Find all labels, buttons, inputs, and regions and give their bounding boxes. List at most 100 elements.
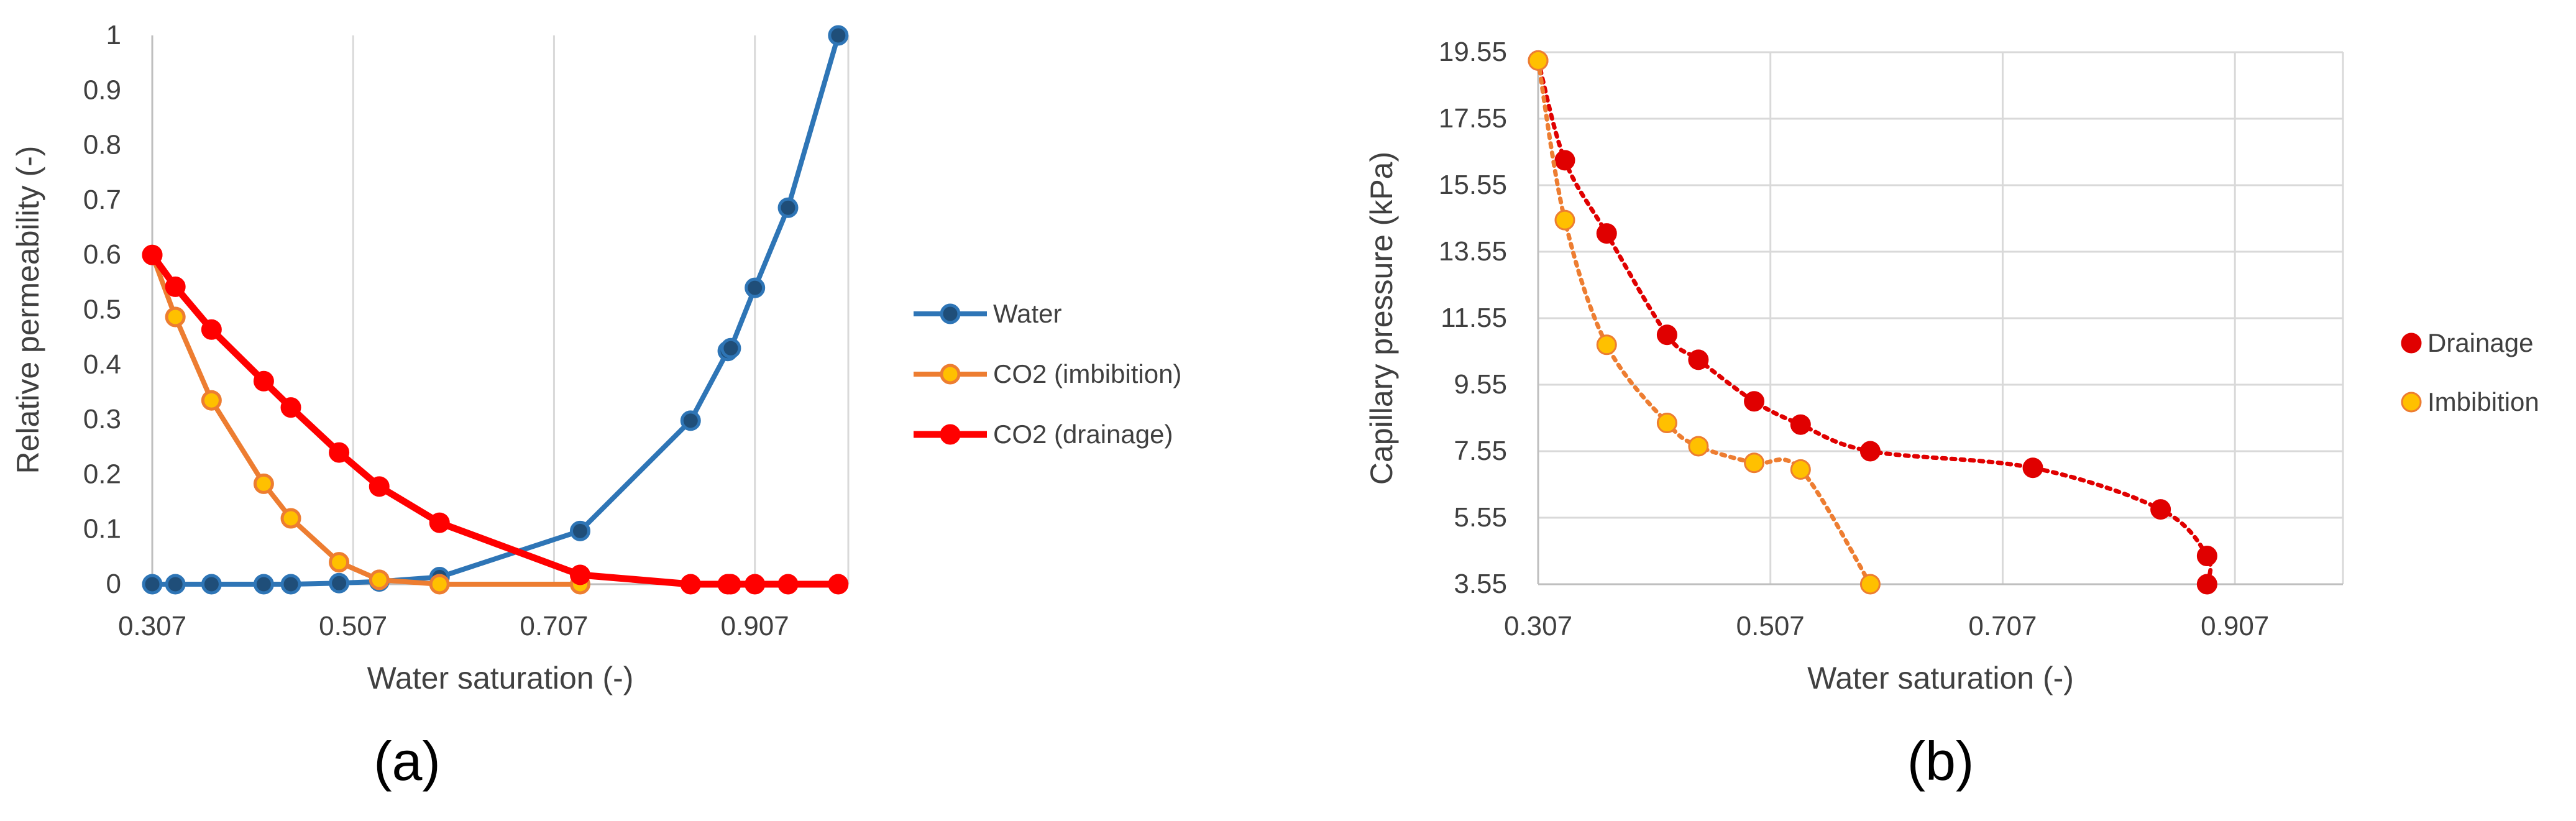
x-axis-title: Water saturation (-) [367, 661, 634, 695]
x-tick-label: 0.707 [1968, 611, 2037, 641]
panel-label: (a) [374, 730, 441, 792]
data-point [1790, 414, 1811, 435]
data-point [1554, 150, 1575, 171]
y-tick-label: 0.1 [83, 514, 121, 544]
data-point [1744, 391, 1765, 412]
trendline [1536, 58, 1872, 587]
data-point [2150, 499, 2171, 520]
legend-marker [2401, 333, 2422, 354]
data-point [1656, 324, 1677, 346]
y-tick-label: 3.55 [1454, 569, 1507, 599]
data-point [369, 569, 390, 590]
chart-a: 0 0.1 0.2 0.3 0.4 0.5 0.6 0.7 0.8 0.9 1 0.307 0.507 0… [11, 20, 1181, 792]
legend-marker [2401, 392, 2422, 413]
data-point [429, 512, 450, 533]
legend-label: Imbibition [2427, 387, 2539, 416]
data-point [1859, 441, 1881, 462]
y-tick-label: 0.7 [83, 185, 121, 215]
y-tick-label: 0.6 [83, 239, 121, 270]
x-axis-title: Water saturation (-) [1807, 661, 2074, 695]
data-point [201, 319, 222, 340]
data-point [1790, 459, 1811, 480]
data-point [1596, 223, 1617, 244]
data-point [1596, 334, 1617, 355]
data-point [429, 574, 450, 595]
x-tick-label: 0.307 [118, 611, 186, 641]
data-point [1554, 209, 1575, 231]
data-point [569, 564, 590, 585]
data-point [720, 337, 741, 359]
y-tick-label: 7.55 [1454, 436, 1507, 466]
data-point [201, 390, 222, 411]
data-point [165, 276, 186, 297]
y-tick-label: 5.55 [1454, 502, 1507, 533]
legend-marker [940, 424, 961, 445]
data-point [142, 574, 163, 595]
y-axis-title: Capillary pressure (kPa) [1364, 152, 1399, 485]
series-line [149, 252, 838, 588]
data-point [253, 370, 274, 392]
data-point [745, 277, 766, 298]
data-point [253, 574, 274, 595]
legend-label: Drainage [2427, 328, 2533, 357]
data-point [1656, 413, 1677, 434]
y-tick-label: 0 [106, 569, 121, 599]
data-point [828, 574, 849, 595]
data-point [720, 574, 741, 595]
data-point [1528, 50, 1549, 71]
legend-label: CO2 (drainage) [993, 420, 1173, 449]
data-point [2022, 457, 2043, 479]
y-tick-label: 0.2 [83, 459, 121, 489]
data-point [280, 574, 301, 595]
x-tick-label: 0.507 [319, 611, 387, 641]
data-point [1688, 349, 1709, 370]
data-point [569, 520, 590, 541]
y-tick-label: 0.9 [83, 75, 121, 105]
data-point [680, 574, 701, 595]
y-tick-label: 13.55 [1439, 236, 1507, 267]
y-tick-label: 0.4 [83, 349, 121, 380]
y-tick-label: 15.55 [1439, 170, 1507, 200]
legend-label: CO2 (imbibition) [993, 359, 1181, 388]
data-point [2196, 546, 2217, 567]
trendline [1536, 58, 2213, 587]
x-tick-label: 0.907 [721, 611, 789, 641]
y-tick-label: 11.55 [1441, 303, 1507, 333]
data-point [329, 552, 350, 573]
data-point [745, 574, 766, 595]
data-point [777, 197, 799, 218]
x-tick-label: 0.307 [1504, 611, 1572, 641]
chart-b: 3.55 5.55 7.55 9.55 11.55 13.55 15.55 17.55 19.5… [1364, 37, 2539, 792]
data-point [369, 476, 390, 497]
y-tick-label: 9.55 [1454, 369, 1507, 400]
data-point [165, 574, 186, 595]
data-point [777, 574, 799, 595]
data-point [1859, 574, 1881, 595]
data-point [280, 508, 301, 529]
x-tick-label: 0.907 [2201, 611, 2269, 641]
y-tick-label: 19.55 [1439, 37, 1507, 67]
series-line [150, 254, 580, 587]
data-point [1688, 436, 1709, 457]
data-point [142, 244, 163, 265]
data-point [280, 397, 301, 418]
data-point [253, 473, 274, 494]
data-point [828, 25, 849, 46]
legend-marker [940, 364, 961, 385]
data-point [680, 410, 701, 431]
data-point [2196, 574, 2217, 595]
x-tick-label: 0.707 [520, 611, 588, 641]
data-point [329, 442, 350, 463]
y-tick-label: 0.8 [83, 130, 121, 160]
data-point [201, 574, 222, 595]
y-tick-label: 17.55 [1439, 103, 1507, 134]
data-point [165, 306, 186, 328]
legend-label: Water [993, 299, 1061, 328]
legend-marker [940, 303, 961, 324]
data-point [1744, 452, 1765, 474]
series-line [152, 34, 841, 587]
panel-label: (b) [1907, 730, 1974, 792]
data-point [329, 572, 350, 594]
